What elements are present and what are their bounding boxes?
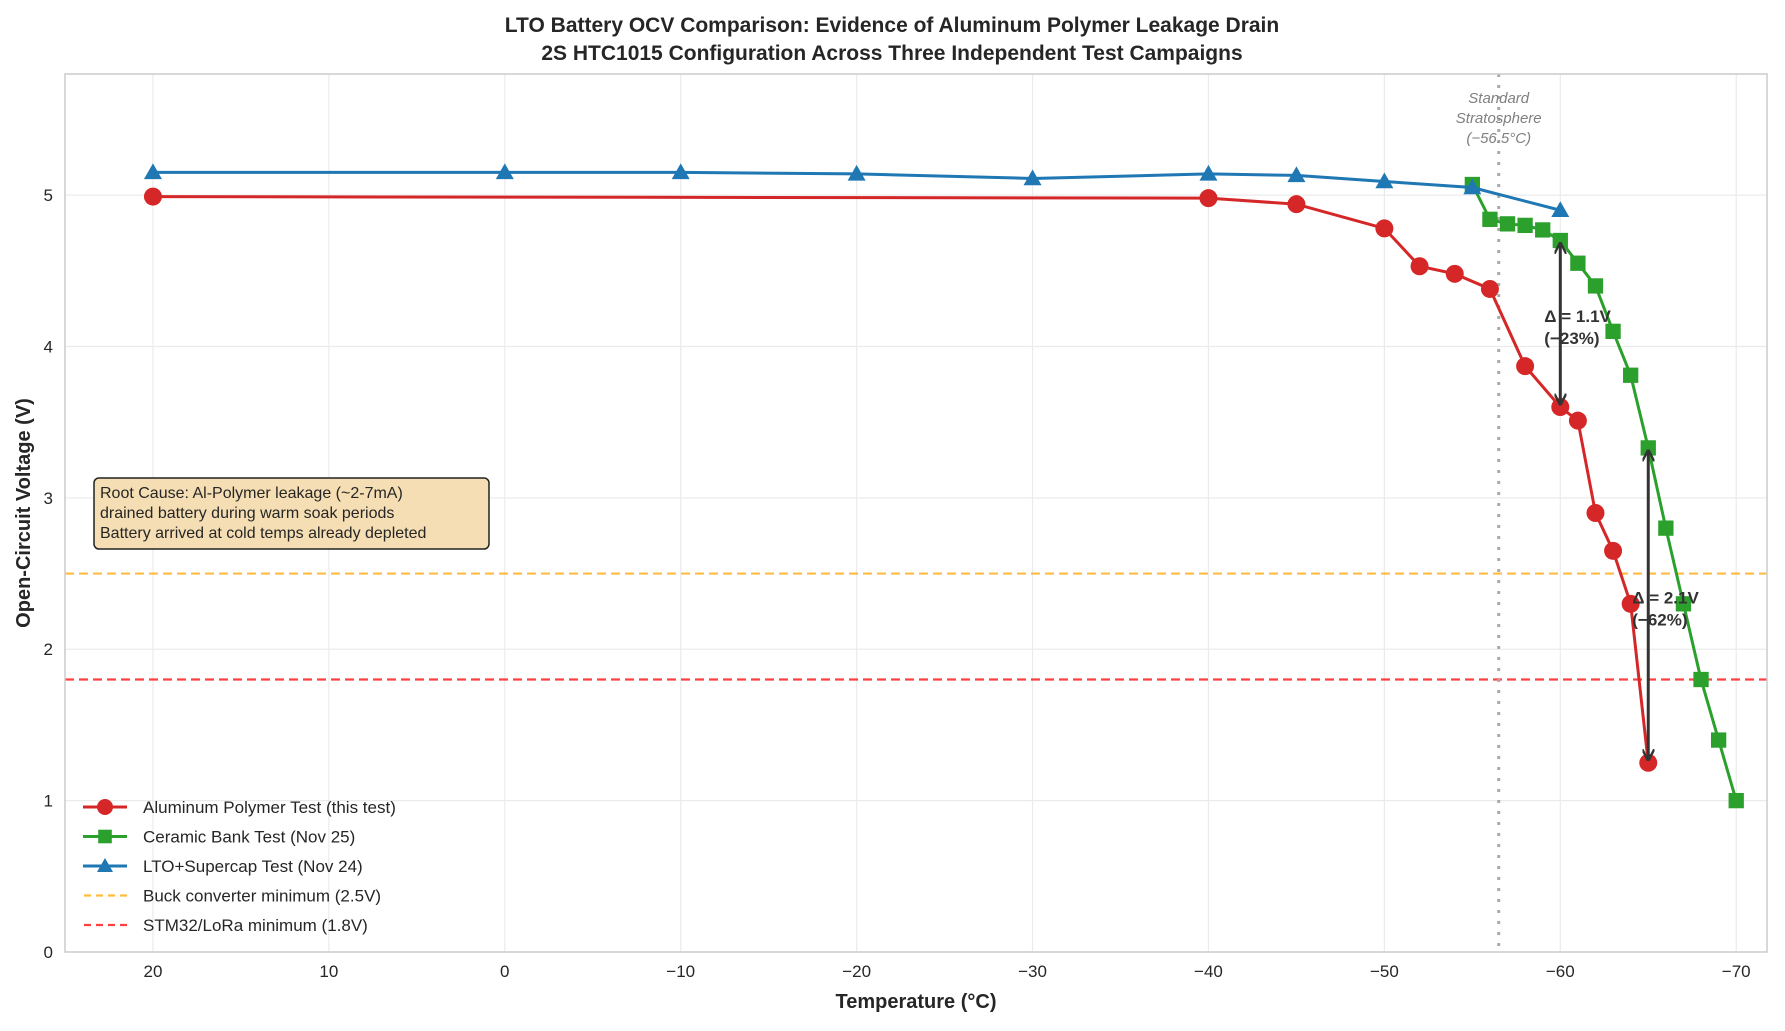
data-point [1710, 732, 1727, 748]
x-tick-label: −20 [842, 962, 871, 981]
legend-label: Aluminum Polymer Test (this test) [143, 798, 396, 817]
x-tick-label: 0 [500, 962, 509, 981]
data-point [1605, 323, 1621, 339]
x-tick-label: −60 [1546, 962, 1575, 981]
y-tick-label: 5 [44, 186, 53, 205]
data-point [143, 187, 162, 206]
data-point [1287, 166, 1306, 183]
legend-item: Buck converter minimum (2.5V) [84, 887, 381, 906]
legend-item: Aluminum Polymer Test (this test) [83, 798, 396, 817]
data-point [98, 829, 112, 844]
delta-label: (−23%) [1544, 329, 1599, 348]
data-point [1023, 169, 1042, 186]
annotations: Δ = 1.1V (−23%) Δ = 2.1V (−62%) [1544, 245, 1699, 759]
chart-subtitle: 2S HTC1015 Configuration Across Three In… [541, 42, 1242, 65]
y-tick-label: 1 [44, 792, 53, 811]
y-axis-label: Open-Circuit Voltage (V) [13, 398, 35, 628]
data-point [1623, 367, 1639, 383]
data-point [1586, 504, 1605, 522]
data-point [1410, 257, 1429, 276]
data-point [1587, 278, 1604, 294]
y-tick-label: 0 [44, 943, 53, 962]
data-point [97, 858, 113, 872]
data-point [495, 163, 514, 180]
data-point [1287, 195, 1306, 214]
textbox-background [93, 477, 490, 550]
data-point [1568, 411, 1587, 430]
x-tick-label: −70 [1722, 962, 1751, 981]
data-point [1551, 201, 1570, 217]
data-point [1570, 255, 1586, 271]
data-point [97, 799, 113, 815]
delta-label: Δ = 1.1V [1544, 307, 1611, 326]
x-tick-label: −30 [1018, 962, 1047, 981]
data-point [1535, 222, 1551, 238]
x-tick-label: −10 [666, 962, 695, 981]
stratosphere-label: (−56.5°C) [1466, 130, 1531, 147]
series-circle [143, 187, 1658, 772]
data-point [1480, 279, 1499, 298]
data-point [1516, 357, 1535, 376]
data-point [1517, 217, 1533, 234]
y-tick-label: 3 [44, 489, 53, 508]
stratosphere-label: Standard [1468, 90, 1530, 107]
series-line [152, 170, 1561, 212]
y-tick-label: 4 [44, 337, 53, 356]
ticks: 20 10 0 −10 −20 −30 −40 −50 −60 −70 0 1 2 3 4 5 [44, 186, 1751, 981]
x-tick-label: −40 [1194, 962, 1223, 981]
legend-label: Buck converter minimum (2.5V) [143, 887, 381, 906]
data-point [1199, 189, 1218, 208]
legend: Aluminum Polymer Test (this test) Ceramic… [83, 798, 396, 935]
stratosphere-label: Stratosphere [1456, 110, 1542, 127]
chart-title: LTO Battery OCV Comparison: Evidence of … [505, 14, 1279, 37]
textbox-line: drained battery during warm soak periods [100, 505, 394, 522]
textbox-line: Root Cause: Al-Polymer leakage (~2-7mA) [100, 485, 403, 502]
data-point [1375, 172, 1394, 189]
data-point [1463, 178, 1482, 195]
x-tick-label: 10 [319, 962, 338, 981]
x-axis-label: Temperature (°C) [836, 991, 997, 1013]
delta-label: (−62%) [1632, 610, 1687, 629]
root-cause-textbox: Root Cause: Al-Polymer leakage (~2-7mA) … [93, 477, 490, 550]
data-point [1499, 216, 1516, 232]
data-point [1445, 264, 1464, 283]
data-point [1199, 164, 1218, 181]
reference-lines: Standard Stratosphere (−56.5°C) [65, 74, 1767, 952]
data-point [847, 164, 866, 181]
plot-frame [64, 73, 1768, 953]
data-point [1482, 211, 1498, 227]
y-tick-label: 2 [44, 640, 53, 659]
textbox-line: Battery arrived at cold temps already de… [100, 525, 426, 542]
data-point [1693, 671, 1709, 688]
data-point [1728, 792, 1744, 809]
data-point [1375, 219, 1394, 238]
data-point [1604, 541, 1623, 560]
legend-label: LTO+Supercap Test (Nov 24) [143, 857, 363, 876]
legend-item: Ceramic Bank Test (Nov 25) [83, 828, 355, 847]
data-point [143, 163, 162, 180]
legend-item: LTO+Supercap Test (Nov 24) [83, 857, 363, 876]
legend-label: STM32/LoRa minimum (1.8V) [143, 916, 368, 935]
legend-label: Ceramic Bank Test (Nov 25) [143, 828, 355, 847]
series-square [1464, 176, 1744, 809]
x-tick-label: 20 [143, 962, 162, 981]
data-point [1658, 520, 1674, 536]
series-group [143, 163, 1744, 809]
delta-label: Δ = 2.1V [1632, 588, 1699, 607]
data-point [1621, 594, 1640, 613]
legend-item: STM32/LoRa minimum (1.8V) [84, 916, 368, 935]
data-point [671, 163, 690, 180]
series-line [1470, 183, 1738, 802]
x-tick-label: −50 [1370, 962, 1399, 981]
data-point [1675, 596, 1692, 612]
series-triangle [143, 163, 1570, 217]
